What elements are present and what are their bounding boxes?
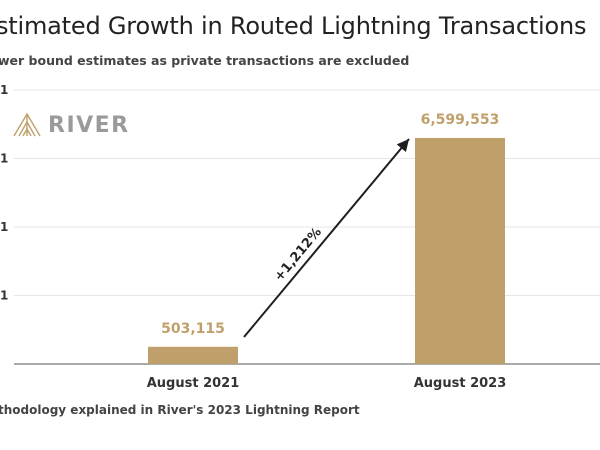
bar-value-label: 6,599,553: [421, 112, 500, 128]
river-logo-text: RIVER: [48, 112, 130, 138]
bar: [148, 346, 238, 364]
river-logo: RIVER: [12, 112, 130, 138]
growth-arrow-head: [396, 139, 409, 153]
growth-arrow-line: [243, 138, 410, 338]
y-tick-label: 1: [0, 152, 8, 166]
chart-footnote: thodology explained in River's 2023 Ligh…: [0, 403, 360, 417]
chart-subtitle: wer bound estimates as private transacti…: [0, 53, 410, 68]
x-tick-label: August 2023: [414, 376, 507, 391]
growth-annotation-label: +1,212%: [272, 225, 325, 285]
y-tick-label: 1: [0, 289, 8, 303]
y-tick-label: 1: [0, 220, 8, 234]
bar: [415, 137, 505, 364]
x-tick-label: August 2021: [147, 376, 240, 391]
river-mountain-logo-icon: [13, 112, 41, 137]
y-tick-label: 1: [0, 83, 8, 97]
chart-title: stimated Growth in Routed Lightning Tran…: [0, 12, 587, 40]
bar-value-label: 503,115: [161, 321, 225, 337]
